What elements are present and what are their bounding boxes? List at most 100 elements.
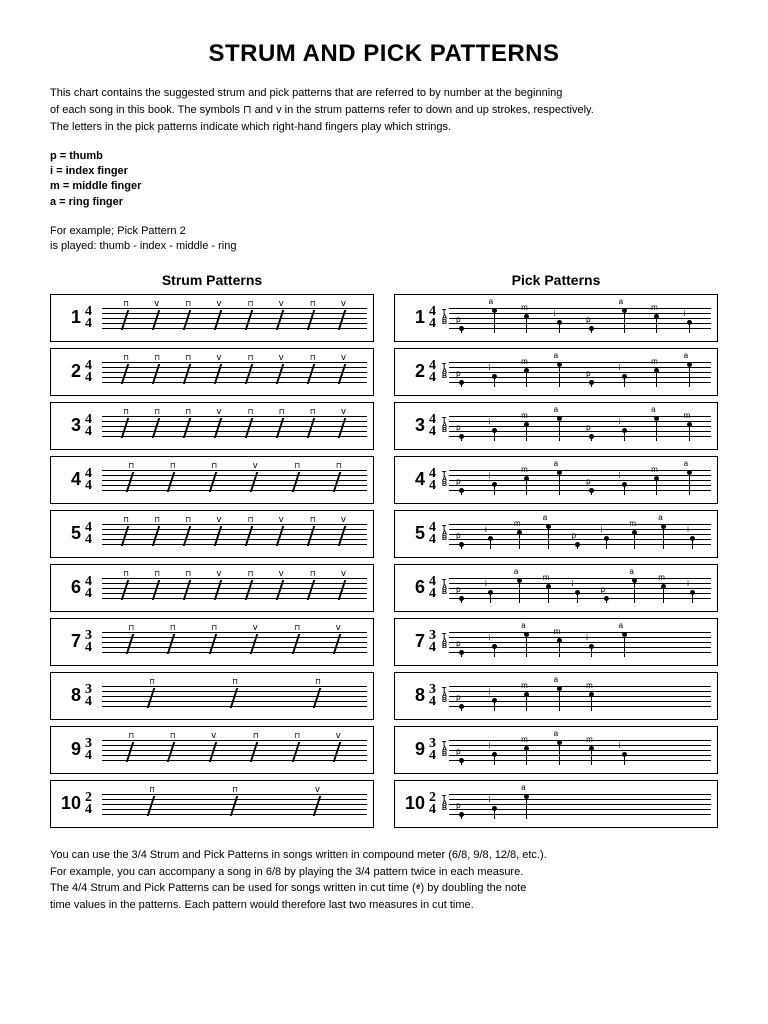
pattern-number: 8	[57, 685, 81, 706]
pattern-number: 9	[57, 739, 81, 760]
stroke-symbol: ⊓	[253, 732, 257, 740]
finger-label: i	[489, 364, 491, 372]
note-stem	[494, 485, 495, 495]
stroke-symbol: ⊓	[150, 786, 154, 794]
stroke-slash	[251, 472, 259, 492]
strum-stroke: v	[339, 570, 347, 606]
finger-label: i	[554, 310, 556, 318]
stroke-symbol: v	[278, 300, 283, 308]
note-stem	[559, 473, 560, 495]
strum-stroke: ⊓	[184, 354, 192, 390]
stroke-symbol: ⊓	[129, 732, 133, 740]
stroke-slash	[339, 310, 347, 330]
strum-stroke: ⊓	[153, 354, 161, 390]
strum-staff: ⊓⊓⊓v⊓v	[102, 624, 367, 660]
pick-staff: pimami	[449, 732, 711, 768]
strum-stroke: ⊓	[210, 462, 218, 498]
stroke-symbol: ⊓	[295, 732, 299, 740]
stroke-symbol: ⊓	[248, 408, 252, 416]
time-signature: 34	[429, 684, 436, 708]
note-stem	[519, 581, 520, 603]
note-stem	[692, 593, 693, 603]
stroke-slash	[308, 526, 316, 546]
stroke-slash	[184, 526, 192, 546]
note-stem	[656, 479, 657, 495]
finger-label: m	[651, 304, 658, 312]
strum-stroke: ⊓	[308, 408, 316, 444]
pattern-number: 7	[57, 631, 81, 652]
note-stem	[490, 593, 491, 603]
strum-stroke: ⊓	[293, 732, 301, 768]
stroke-slash	[215, 526, 223, 546]
finger-label: i	[489, 418, 491, 426]
stroke-symbol: ⊓	[129, 624, 133, 632]
tab-label: TAB	[442, 472, 447, 488]
stroke-symbol: ⊓	[212, 462, 216, 470]
stroke-slash	[153, 418, 161, 438]
stroke-symbol: ⊓	[248, 300, 252, 308]
time-signature: 24	[429, 792, 436, 816]
finger-label: p	[601, 586, 605, 594]
time-signature: 44	[85, 576, 92, 600]
stroke-slash	[153, 526, 161, 546]
stroke-slash	[184, 364, 192, 384]
stroke-slash	[293, 742, 301, 762]
finger-label: m	[514, 520, 521, 528]
strum-stroke: ⊓	[231, 786, 239, 822]
stroke-symbol: v	[211, 732, 216, 740]
strum-staff: ⊓⊓⊓v⊓⊓⊓v	[102, 408, 367, 444]
note-stem	[548, 587, 549, 603]
stroke-symbol: ⊓	[124, 408, 128, 416]
strum-stroke: ⊓	[251, 732, 259, 768]
finger-legend: p = thumb i = index finger m = middle fi…	[50, 149, 718, 211]
stroke-symbol: ⊓	[295, 462, 299, 470]
time-signature: 34	[85, 630, 92, 654]
strum-stroke: ⊓	[168, 732, 176, 768]
strum-stroke: v	[277, 570, 285, 606]
strum-stroke: ⊓	[153, 516, 161, 552]
note-stem	[689, 425, 690, 441]
strum-stroke: ⊓	[148, 786, 156, 822]
strum-stroke: v	[215, 570, 223, 606]
note-stem	[559, 419, 560, 441]
note-stem	[461, 707, 462, 711]
note-stem	[559, 323, 560, 333]
pattern-number: 4	[57, 469, 81, 490]
stroke-slash	[184, 418, 192, 438]
stroke-slash	[231, 688, 239, 708]
stroke-symbol: v	[341, 570, 346, 578]
legend-item: i = index finger	[50, 164, 718, 179]
time-signature: 34	[429, 630, 436, 654]
note-stem	[663, 587, 664, 603]
example-line: is played: thumb - index - middle - ring	[50, 239, 718, 254]
finger-label: i	[601, 526, 603, 534]
stroke-symbol: v	[278, 516, 283, 524]
stroke-slash	[122, 418, 130, 438]
note-stem	[461, 761, 462, 765]
stroke-slash	[168, 634, 176, 654]
finger-label: p	[586, 424, 590, 432]
strum-stroke: ⊓	[153, 408, 161, 444]
note-stem	[526, 695, 527, 711]
finger-label: a	[521, 784, 525, 792]
note-stem	[461, 437, 462, 441]
note-stem	[656, 419, 657, 441]
strum-stroke: ⊓	[308, 300, 316, 336]
stroke-symbol: v	[278, 354, 283, 362]
note-stem	[461, 545, 462, 549]
example-text: For example; Pick Pattern 2 is played: t…	[50, 224, 718, 254]
note-stem	[624, 431, 625, 441]
note-stem	[624, 635, 625, 657]
time-signature: 24	[85, 792, 92, 816]
strum-stroke: ⊓	[184, 516, 192, 552]
finger-label: i	[489, 472, 491, 480]
strum-stroke: v	[277, 354, 285, 390]
finger-label: p	[456, 532, 460, 540]
intro-line: of each song in this book. The symbols ⊓…	[50, 103, 718, 118]
note-stem	[559, 743, 560, 765]
note-stem	[634, 533, 635, 549]
finger-label: m	[521, 682, 528, 690]
stroke-symbol: v	[216, 300, 221, 308]
stroke-slash	[168, 742, 176, 762]
note-stem	[692, 539, 693, 549]
